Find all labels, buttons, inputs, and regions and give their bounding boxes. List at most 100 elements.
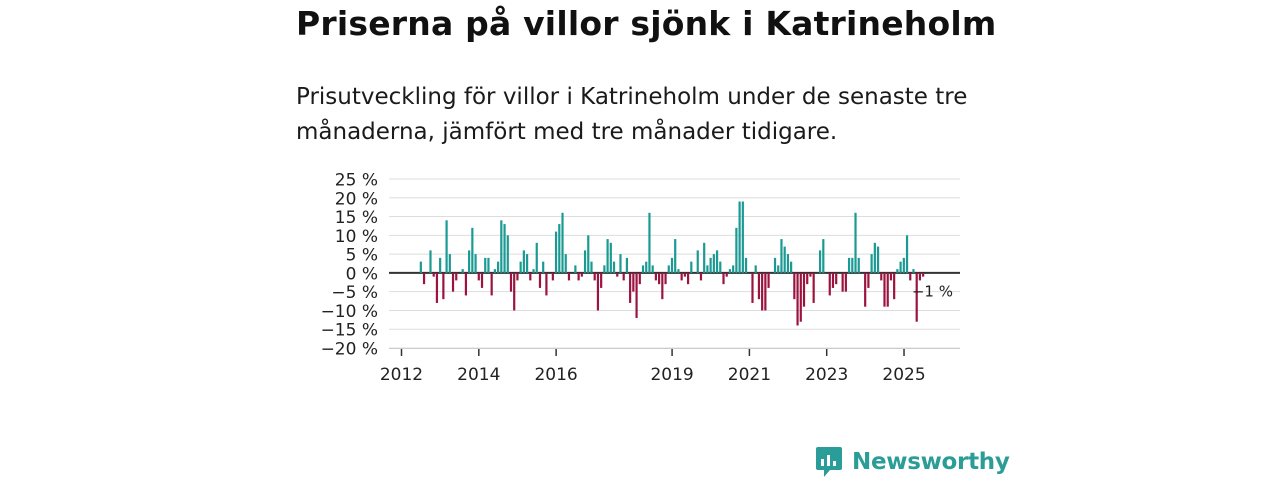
bar xyxy=(857,257,860,273)
bar xyxy=(651,265,654,273)
bar xyxy=(596,272,600,311)
bar xyxy=(806,272,809,285)
bar xyxy=(664,272,667,285)
bar xyxy=(619,254,622,273)
x-axis: 2012 2014 2016 2019 2021 2023 2025 xyxy=(380,348,960,385)
bar xyxy=(590,261,593,273)
bar xyxy=(474,254,477,273)
bar xyxy=(699,272,703,281)
bar xyxy=(732,265,735,273)
bar xyxy=(680,272,683,281)
bar xyxy=(609,242,612,273)
bar xyxy=(847,257,851,273)
bar xyxy=(545,272,548,296)
bar xyxy=(641,265,645,273)
bar xyxy=(516,272,519,281)
bar xyxy=(706,265,709,273)
bar xyxy=(867,272,870,288)
bar xyxy=(674,239,677,273)
bar xyxy=(828,272,831,296)
bar xyxy=(761,272,764,311)
page-title: Priserna på villor sjönk i Katrineholm xyxy=(296,4,997,43)
bar xyxy=(896,269,899,273)
chart-subtitle: Prisutveckling för villor i Katrineholm … xyxy=(296,84,968,145)
bar xyxy=(497,261,500,273)
bar xyxy=(439,257,442,273)
bar xyxy=(551,272,554,281)
bar xyxy=(712,254,715,273)
bar xyxy=(480,272,484,288)
bar xyxy=(880,272,883,281)
bar xyxy=(690,261,693,273)
bar xyxy=(777,265,780,273)
bar xyxy=(600,272,603,288)
bar xyxy=(686,272,690,285)
bar xyxy=(419,261,422,273)
bar xyxy=(819,250,822,273)
bar xyxy=(667,265,670,273)
bar xyxy=(532,269,535,273)
bar xyxy=(796,272,799,326)
bar xyxy=(822,239,825,273)
y-tick-label: 20 % xyxy=(335,189,378,209)
bar xyxy=(809,272,812,277)
bar xyxy=(873,242,876,273)
bar xyxy=(790,261,793,273)
bar xyxy=(564,254,567,273)
bar xyxy=(558,224,561,273)
bar xyxy=(886,272,889,307)
y-tick-label: −10 % xyxy=(321,302,378,322)
bar xyxy=(461,269,464,273)
bar xyxy=(484,257,487,273)
bars xyxy=(419,201,925,326)
bar xyxy=(580,272,583,277)
bar xyxy=(799,272,802,322)
bar xyxy=(793,272,796,300)
bar xyxy=(525,254,529,273)
bar xyxy=(648,212,651,273)
bar xyxy=(442,272,445,300)
bar xyxy=(635,272,638,318)
bar xyxy=(696,250,699,273)
bar xyxy=(429,250,432,273)
bar xyxy=(757,272,761,300)
bar xyxy=(831,272,835,288)
bar xyxy=(677,269,680,273)
bar xyxy=(728,269,732,273)
bar xyxy=(922,272,925,277)
bar xyxy=(754,265,757,273)
bar xyxy=(725,272,728,277)
bar xyxy=(574,265,577,273)
bar xyxy=(577,272,580,281)
bar xyxy=(645,261,648,273)
bar xyxy=(844,272,847,292)
bar xyxy=(513,272,516,311)
bar xyxy=(703,242,706,273)
bar xyxy=(493,269,496,273)
y-axis-labels: 25 %20 %15 %10 %5 %0 %−5 %−10 %−15 %−20 … xyxy=(321,171,378,360)
bar xyxy=(835,272,838,285)
bar xyxy=(435,272,439,303)
bar xyxy=(422,272,426,285)
bar xyxy=(451,272,455,292)
bar xyxy=(876,246,880,273)
bar xyxy=(448,254,451,273)
bar xyxy=(780,239,783,273)
bar xyxy=(658,272,661,285)
bar xyxy=(583,250,587,273)
bar xyxy=(661,272,664,300)
bar xyxy=(477,272,480,281)
y-tick-label: −15 % xyxy=(321,321,378,341)
bar xyxy=(918,272,922,281)
bar xyxy=(719,261,722,273)
bar xyxy=(519,261,522,273)
x-tick-label: 2012 xyxy=(380,365,423,385)
bar xyxy=(587,235,590,273)
bar xyxy=(629,272,632,303)
bar xyxy=(735,227,738,273)
bar xyxy=(606,239,609,273)
bar xyxy=(851,257,854,273)
bar xyxy=(915,272,918,322)
newsworthy-logo[interactable]: Newsworthy xyxy=(815,446,1010,478)
bar xyxy=(738,201,741,273)
